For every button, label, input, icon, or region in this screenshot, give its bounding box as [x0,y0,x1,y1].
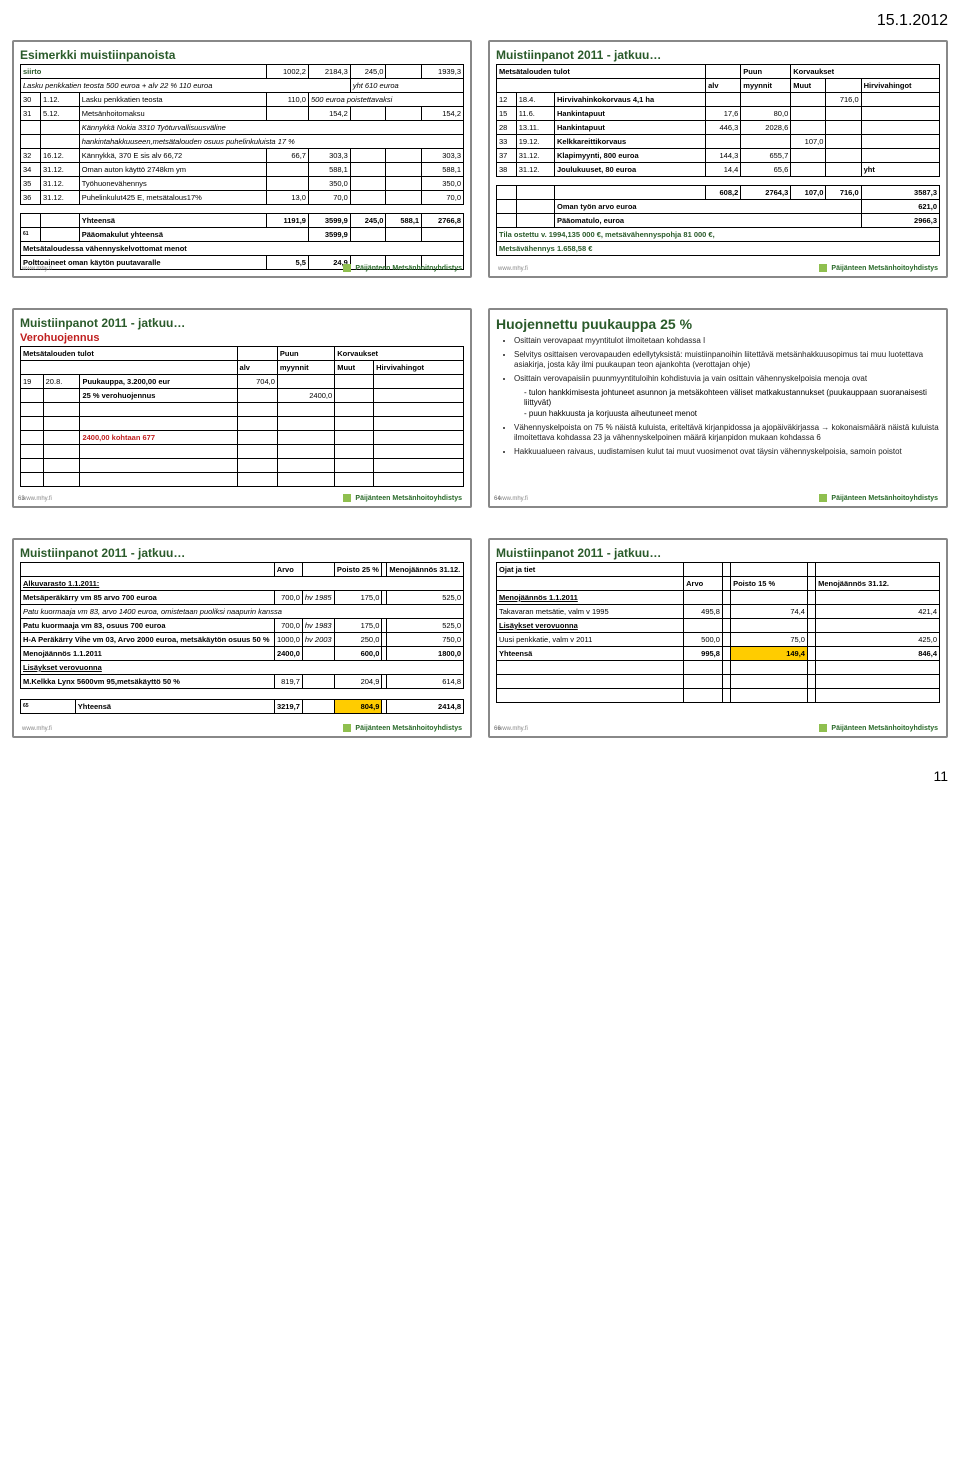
badge: Päijänteen Metsänhoitoyhdistys [343,724,462,732]
panel6-title: Muistiinpanot 2011 - jatkuu… [496,546,940,560]
bullet-item: Hakkuualueen raivaus, uudistamisen kulut… [514,447,940,457]
panel5-table: ArvoPoisto 25 %Menojäännös 31.12. Alkuva… [20,562,464,714]
panel-6: Muistiinpanot 2011 - jatkuu… Ojat ja tie… [488,538,948,738]
panel2-table: Metsätalouden tulotPuunKorvaukset alvmyy… [496,64,940,256]
panel4-title: Huojennettu puukauppa 25 % [496,316,940,332]
panel5-title: Muistiinpanot 2011 - jatkuu… [20,546,464,560]
panel1-title: Esimerkki muistiinpanoista [20,48,464,62]
sub-bullet: - puun hakkuusta ja korjuusta aiheutunee… [524,409,940,419]
url: www.mhy.fi [498,266,528,272]
panel-5: Muistiinpanot 2011 - jatkuu… ArvoPoisto … [12,538,472,738]
panel1-table: siirto 1002,2 2184,3 245,0 1939,3 Lasku … [20,64,464,270]
panel-2: Muistiinpanot 2011 - jatkuu… Metsätaloud… [488,40,948,278]
panel2-title: Muistiinpanot 2011 - jatkuu… [496,48,940,62]
url: www.mhy.fi [22,726,52,732]
logo-icon [343,494,351,502]
url: www.mhy.fi [498,726,528,732]
logo-icon [819,264,827,272]
panel-3: Muistiinpanot 2011 - jatkuu… Verohuojenn… [12,308,472,508]
badge: Päijänteen Metsänhoitoyhdistys [819,494,938,502]
sub-bullet: - tulon hankkimisesta johtuneet asunnon … [524,388,940,409]
url: www.mhy.fi [22,496,52,502]
bullet-item: Osittain verovapaat myyntitulot ilmoitet… [514,336,940,346]
panel3-note: 2400,00 kohtaan 677 [80,431,237,445]
row-2: Muistiinpanot 2011 - jatkuu… Verohuojenn… [12,308,948,508]
url: www.mhy.fi [22,266,52,272]
badge: Päijänteen Metsänhoitoyhdistys [343,494,462,502]
panel6-table: Ojat ja tiet ArvoPoisto 15 %Menojäännös … [496,562,940,703]
panel4-bullets: Osittain verovapaat myyntitulot ilmoitet… [496,336,940,384]
badge: Päijänteen Metsänhoitoyhdistys [819,264,938,272]
bullet-item: Vähennyskelpoista on 75 % näistä kuluist… [514,423,940,443]
siirto-label: siirto [21,65,267,79]
logo-icon [819,724,827,732]
panel3-subtitle: Verohuojennus [20,332,464,344]
bullet-item: Selvitys osittaisen verovapauden edellyt… [514,350,940,370]
page-date: 15.1.2012 [12,12,948,30]
panel4-bullets-2: Vähennyskelpoista on 75 % näistä kuluist… [496,423,940,457]
badge: Päijänteen Metsänhoitoyhdistys [343,264,462,272]
panel-4: Huojennettu puukauppa 25 % Osittain vero… [488,308,948,508]
url: www.mhy.fi [498,496,528,502]
panel-1: Esimerkki muistiinpanoista siirto 1002,2… [12,40,472,278]
page-number: 11 [12,768,948,784]
bullet-item: Osittain verovapaisiin puunmyyntituloihi… [514,374,940,384]
badge: Päijänteen Metsänhoitoyhdistys [819,724,938,732]
row-3: Muistiinpanot 2011 - jatkuu… ArvoPoisto … [12,538,948,738]
panel3-title: Muistiinpanot 2011 - jatkuu… [20,316,464,330]
logo-icon [819,494,827,502]
row-1: Esimerkki muistiinpanoista siirto 1002,2… [12,40,948,278]
panel3-table: Metsätalouden tulotPuunKorvaukset alvmyy… [20,346,464,487]
logo-icon [343,264,351,272]
logo-icon [343,724,351,732]
